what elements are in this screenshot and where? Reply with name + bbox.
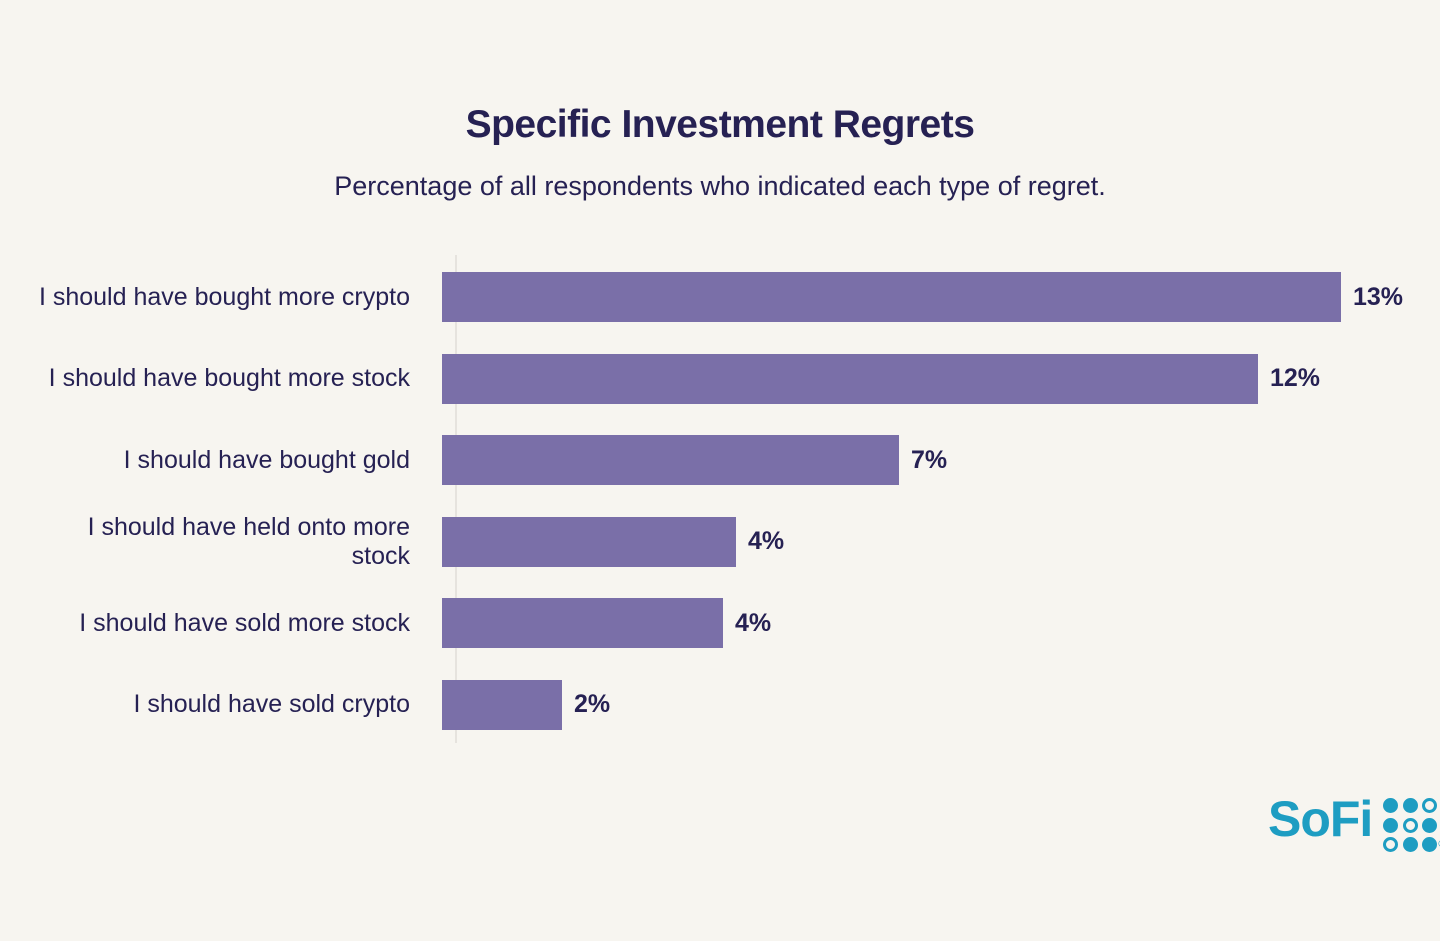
bar: [442, 435, 899, 485]
bar-area: 12%: [426, 353, 1440, 404]
bar: [442, 272, 1341, 322]
bar-chart: I should have bought more crypto 13% I s…: [0, 255, 1440, 745]
sofi-wordmark: SoFi: [1268, 791, 1373, 847]
chart-row: I should have bought gold 7%: [0, 435, 1440, 485]
bar-area: 13%: [426, 272, 1440, 322]
bar: [442, 679, 562, 730]
value-label: 4%: [748, 527, 785, 555]
filled-dot: [1422, 837, 1438, 852]
bar-area: 4%: [426, 516, 1440, 567]
bar: [442, 598, 723, 648]
ring-dot: [1402, 817, 1418, 833]
ring-dot: [1422, 798, 1438, 813]
bar-area: 7%: [426, 435, 1440, 485]
y-axis-line: [455, 255, 457, 743]
chart-row: I should have bought more crypto 13%: [0, 272, 1440, 322]
category-label: I should have bought gold: [123, 445, 410, 474]
category-label: I should have bought more crypto: [38, 282, 410, 311]
registered-trademark: ®: [1438, 840, 1440, 850]
chart-subtitle: Percentage of all respondents who indica…: [334, 171, 1106, 201]
chart-row: I should have bought more stock 12%: [0, 353, 1440, 404]
value-label: 13%: [1353, 282, 1404, 311]
value-label: 12%: [1270, 364, 1321, 392]
category-label: I should have bought more stock: [48, 364, 410, 392]
bar: [442, 353, 1258, 404]
bar: [442, 516, 736, 567]
value-label: 2%: [574, 690, 611, 718]
sofi-logo: SoFi ®: [1268, 792, 1440, 852]
category-label: I should have sold crypto: [133, 690, 410, 718]
filled-dot: [1383, 817, 1399, 833]
filled-dot: [1402, 837, 1418, 852]
bar-area: 4%: [426, 598, 1440, 648]
chart-title: Specific Investment Regrets: [465, 103, 975, 146]
filled-dot: [1422, 817, 1438, 833]
chart-row: I should have sold more stock 4%: [0, 598, 1440, 648]
chart-row: I should have held onto more stock 4%: [0, 513, 1440, 570]
category-label: I should have held onto more stock: [87, 512, 410, 570]
filled-dot: [1402, 798, 1418, 813]
chart-row: I should have sold crypto 2%: [0, 679, 1440, 730]
value-label: 7%: [911, 445, 948, 474]
filled-dot: [1383, 798, 1399, 813]
sofi-dots-icon: [1383, 798, 1438, 852]
ring-dot: [1383, 837, 1399, 852]
value-label: 4%: [735, 608, 772, 637]
category-label: I should have sold more stock: [79, 608, 410, 637]
chart-rows: I should have bought more crypto 13% I s…: [0, 272, 1440, 761]
bar-area: 2%: [426, 679, 1440, 730]
